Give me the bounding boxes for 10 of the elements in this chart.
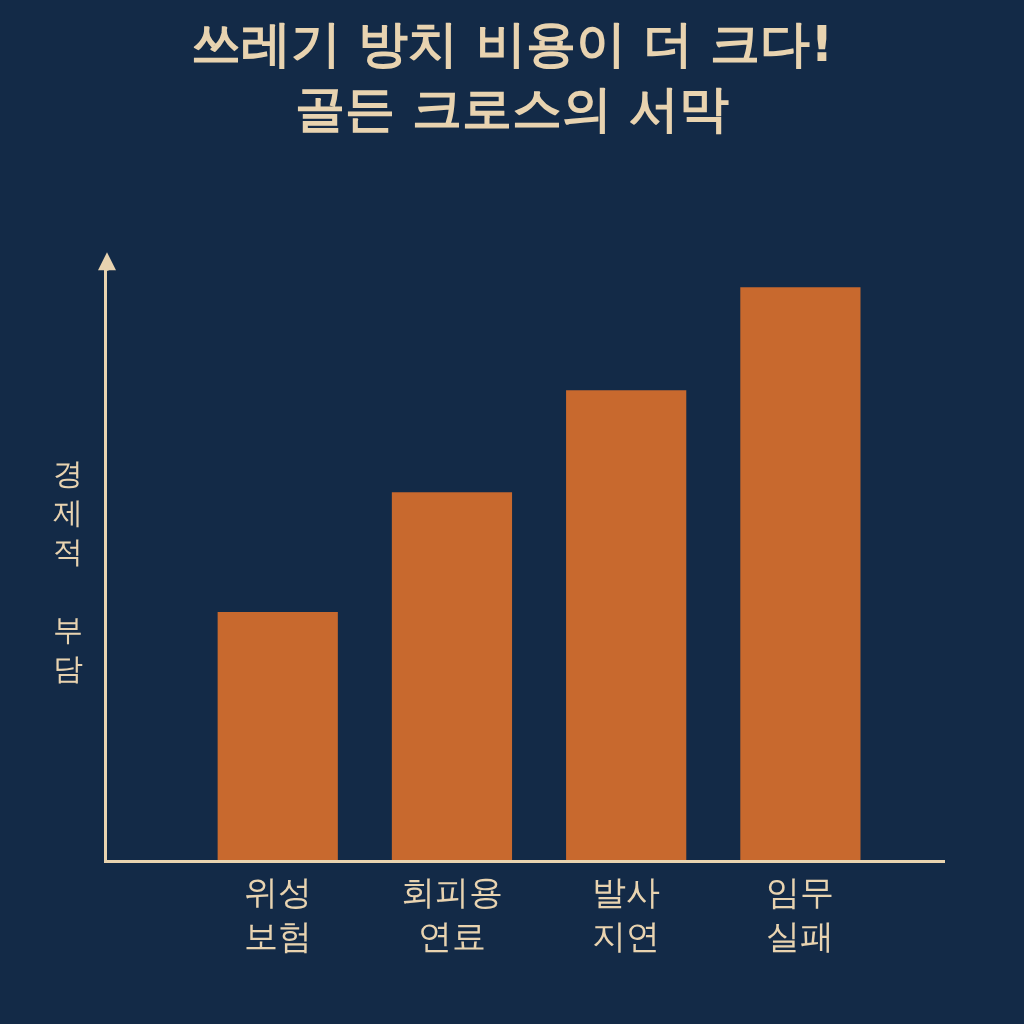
- x-tick-label: 회피용 연료: [400, 871, 503, 956]
- text: 경제적 부담: [53, 456, 83, 686]
- chart-title: 쓰레기 방치 비용이 더 크다! 골든 크로스의 서막: [190, 15, 834, 139]
- bar: [391, 492, 513, 860]
- x-tick-label: 임무 실패: [766, 871, 835, 956]
- bar: [217, 611, 338, 860]
- x-tick-label: 위성 보험: [243, 871, 312, 956]
- bar: [566, 390, 687, 860]
- x-tick-label: 발사 지연: [592, 871, 661, 956]
- bar: [740, 287, 861, 860]
